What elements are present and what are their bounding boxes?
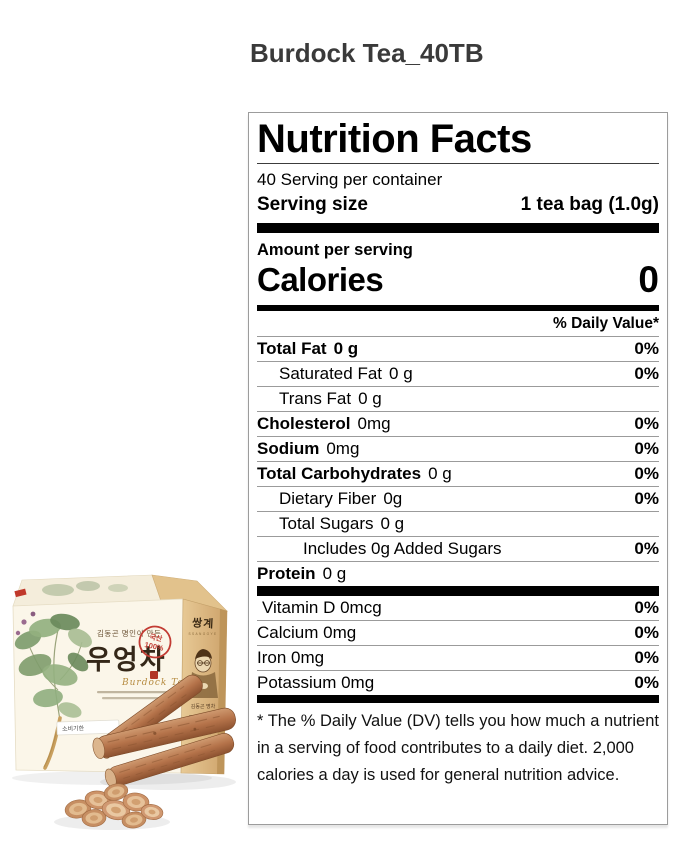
nutrient-percent: 0% <box>634 464 659 484</box>
nutrient-label: Cholesterol <box>257 414 351 434</box>
nutrient-row-cholesterol: Cholesterol 0mg 0% <box>257 412 659 438</box>
nutrient-label: Sodium <box>257 439 320 459</box>
nutrient-percent: 0% <box>634 414 659 434</box>
nutrient-label: Total Fat <box>257 339 327 359</box>
vitamin-percent: 0% <box>634 648 659 668</box>
nutrient-value: 0 g <box>358 389 382 409</box>
nutrient-value: 0 g <box>380 514 405 534</box>
nutrient-label: Total Sugars <box>279 514 374 534</box>
vitamin-percent: 0% <box>634 673 659 693</box>
amount-per-serving: Amount per serving <box>257 241 413 260</box>
nutrient-label: Saturated Fat <box>279 364 383 384</box>
nutrient-value: 0 g <box>389 364 413 384</box>
nutrient-percent: 0% <box>634 439 659 459</box>
nutrient-row-added-sugars: Includes 0g Added Sugars 0% <box>257 537 659 563</box>
nutrient-row-protein: Protein 0 g <box>257 562 659 586</box>
serving-size-value: 1 tea bag (1.0g) <box>520 194 659 216</box>
nutrition-facts-label: Nutrition Facts 40 Serving per container… <box>248 112 668 825</box>
stamp-line2-text: 100% <box>144 640 165 653</box>
flap-red-tab <box>14 588 27 598</box>
nutrient-row-total-fat: Total Fat 0 g 0% <box>257 337 659 363</box>
nutrient-label: Protein <box>257 564 316 584</box>
expiry-sticker: 소비기한 <box>56 719 120 736</box>
divider-thick <box>257 586 659 597</box>
product-name-text: 우엉차 <box>86 645 167 675</box>
vitamin-row-potassium: Potassium 0mg 0% <box>257 671 659 695</box>
origin-stamp: 국산 100% <box>138 625 172 659</box>
daily-value-footnote: * The % Daily Value (DV) tells you how m… <box>257 712 659 785</box>
vitamin-percent: 0% <box>634 598 659 618</box>
divider-medium <box>257 305 659 312</box>
divider-thick <box>257 695 659 704</box>
nutrient-row-total-sugars: Total Sugars 0 g <box>257 512 659 538</box>
vitamin-row-calcium: Calcium 0mg 0% <box>257 621 659 647</box>
burdock-slices <box>64 783 164 829</box>
expiry-label-text: 소비기한 <box>62 724 85 733</box>
servings-per-container: 40 Serving per container <box>257 170 443 190</box>
brand-logo-text: 쌍계 <box>192 615 215 630</box>
nutrient-percent: 0% <box>634 489 659 509</box>
maker-line-text: 김동곤 명인이 만든 <box>97 628 161 638</box>
nutrient-row-dietary-fiber: Dietary Fiber 0g 0% <box>257 487 659 513</box>
daily-value-header: % Daily Value* <box>257 311 659 338</box>
nutrient-row-sodium: Sodium 0mg 0% <box>257 437 659 463</box>
nutrient-percent: 0% <box>634 364 659 384</box>
vitamin-label: Vitamin D 0mcg <box>262 598 382 618</box>
vitamin-row-vitamin-d: Vitamin D 0mcg 0% <box>257 596 659 622</box>
brand-sub-text: SSANGGYE <box>188 632 217 636</box>
stamp-line1-text: 국산 <box>149 632 164 644</box>
calories-label: Calories <box>257 261 384 299</box>
nutrient-row-trans-fat: Trans Fat 0 g <box>257 387 659 413</box>
nutrition-facts-heading: Nutrition Facts <box>257 118 659 165</box>
calories-row: Calories 0 <box>257 261 659 302</box>
nutrient-label: Dietary Fiber <box>279 489 377 509</box>
nutrient-label: Total Carbohydrates <box>257 464 422 484</box>
vitamin-row-iron: Iron 0mg 0% <box>257 646 659 672</box>
product-photo: 김동곤 명인이 만든 우엉차 국산 100% Burdock Tea 소비기한 … <box>12 574 236 830</box>
divider-thick <box>257 223 659 234</box>
vitamin-label: Potassium 0mg <box>257 673 375 693</box>
nutrient-row-total-carbohydrates: Total Carbohydrates 0 g 0% <box>257 462 659 488</box>
serving-size-row: Serving size 1 tea bag (1.0g) <box>257 192 659 217</box>
burdock-roots <box>92 674 236 788</box>
nutrient-label: Trans Fat <box>279 389 352 409</box>
nutrient-percent: 0% <box>634 539 659 559</box>
page-title: Burdock Tea_40TB <box>250 38 484 68</box>
burdock-plant-illustration <box>14 611 92 770</box>
master-caption-text: 김동곤 명차 <box>191 703 216 710</box>
nutrient-row-saturated-fat: Saturated Fat 0 g 0% <box>257 362 659 388</box>
nutrient-value: 0 g <box>322 564 347 584</box>
nutrient-value: 0 g <box>333 339 359 359</box>
front-tagline-line <box>102 697 170 700</box>
front-tagline-line <box>97 691 175 694</box>
nutrient-value: 0 g <box>428 464 452 484</box>
vitamin-label: Iron 0mg <box>257 648 325 668</box>
nutrient-value: 0mg <box>326 439 360 459</box>
vitamin-percent: 0% <box>634 623 659 643</box>
nutrient-value: 0mg <box>357 414 391 434</box>
serving-size-label: Serving size <box>257 194 368 216</box>
calories-value: 0 <box>638 259 659 301</box>
nutrient-value: 0g <box>383 489 403 509</box>
vitamin-label: Calcium 0mg <box>257 623 357 643</box>
box-top-flap <box>12 574 229 612</box>
red-seal <box>150 671 158 679</box>
nutrient-percent: 0% <box>634 339 659 359</box>
nutrient-label: Includes 0g Added Sugars <box>303 539 502 559</box>
product-name-en-text: Burdock Tea <box>121 678 190 688</box>
